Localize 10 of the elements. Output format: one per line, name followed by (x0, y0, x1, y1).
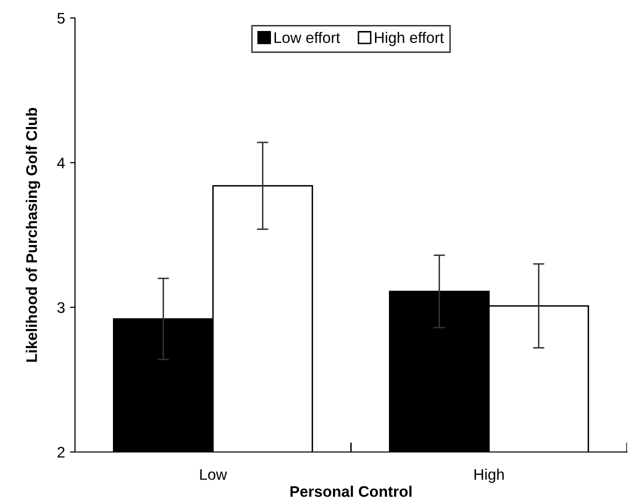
x-axis-title: Personal Control (290, 486, 412, 497)
y-tick-label: 2 (58, 446, 65, 458)
x-tick-label: Low (200, 469, 228, 480)
y-axis-title: Likelihood of Purchasing Golf Club (26, 108, 40, 362)
x-tick-label: High (474, 468, 504, 483)
legend-label: High effort (375, 32, 444, 46)
legend-label: Low effort (274, 32, 340, 44)
y-tick-label: 3 (57, 302, 65, 314)
y-tick-label: 4 (57, 158, 65, 168)
y-tick-label: 5 (57, 13, 65, 24)
